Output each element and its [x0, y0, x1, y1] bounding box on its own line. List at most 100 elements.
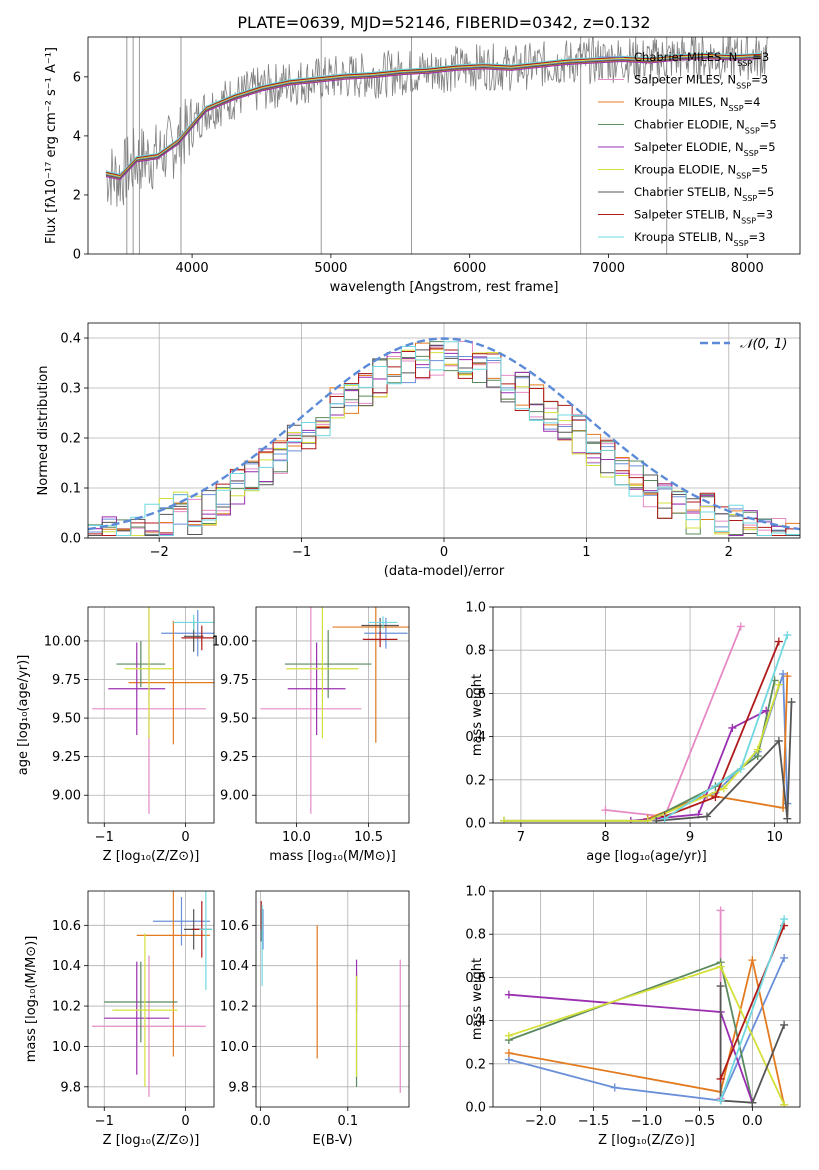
plus-marker — [783, 672, 792, 681]
x-tick-label: 5000 — [314, 261, 347, 276]
axes-frame — [87, 36, 801, 255]
mass-weight-line — [508, 957, 785, 1102]
axes-5: −1 0 9.8 10.0 10.2 10.4 10.6 Z [log₁₀(Z/Z⊙)] mas… — [24, 890, 215, 1148]
plus-marker — [736, 622, 745, 631]
x-tick-label: −1.5 — [578, 1114, 610, 1129]
x-axis-label: age [log₁₀(age/yr)] — [586, 849, 707, 864]
error-bar-point — [332, 607, 409, 743]
plus-marker — [719, 784, 728, 793]
plus-marker — [702, 812, 711, 821]
y-tick-label: 10.00 — [44, 634, 81, 649]
model-line-salpeter-stelib — [105, 53, 762, 177]
x-tick-label: 10.0 — [282, 830, 311, 845]
x-tick-label: 10 — [766, 830, 783, 845]
plot-area — [256, 891, 409, 1107]
model-line-chabrier-stelib — [105, 56, 762, 179]
legend-entry: Salpeter MILES, NSSP=3 — [634, 73, 768, 91]
x-tick-label: 0 — [440, 545, 448, 560]
plus-marker — [774, 637, 783, 646]
x-tick-label: −0.5 — [684, 1114, 716, 1129]
x-axis-label: Z [log₁₀(Z/Z⊙)] — [103, 849, 200, 864]
plus-marker — [736, 765, 745, 773]
y-tick-label: 0.8 — [465, 644, 486, 659]
axes-0: 4000 5000 6000 7000 8000 0 2 4 6 PLATE=0639, MJD=… — [44, 13, 801, 295]
legend-entry-n: =5 — [757, 185, 774, 199]
error-bar-point — [362, 631, 398, 648]
legend-entry-base: Chabrier STELIB, N — [634, 185, 742, 199]
y-tick-label: 0.6 — [465, 687, 486, 702]
plus-marker — [780, 1020, 789, 1029]
x-tick-label: 0.1 — [337, 1114, 358, 1129]
x-axis-label: Z [log₁₀(Z/Z⊙)] — [598, 1133, 695, 1148]
y-tick-label: 0.4 — [465, 730, 486, 745]
plus-marker — [610, 1083, 619, 1092]
y-tick-label: 0.8 — [465, 928, 486, 943]
error-bar-point — [104, 961, 178, 1043]
legend-entry-n: =3 — [752, 50, 769, 64]
y-tick-label: 10.6 — [52, 919, 81, 934]
model-line-chabrier-miles — [105, 55, 762, 178]
plot-content — [105, 37, 769, 254]
x-tick-label: −1 — [95, 830, 114, 845]
mass-weight-line — [508, 959, 785, 1105]
x-tick-label: 0 — [181, 830, 189, 845]
plus-marker — [716, 1074, 725, 1083]
legend-entry-base: Chabrier MILES, N — [634, 50, 737, 64]
legend-entry-sub: SSP — [742, 194, 757, 203]
chart-title: PLATE=0639, MJD=52146, FIBERID=0342, z=0… — [237, 13, 650, 32]
legend-entry-n: =3 — [751, 73, 768, 87]
plot-content — [88, 337, 800, 538]
y-tick-label: 0.2 — [465, 1057, 486, 1072]
plus-marker — [728, 723, 737, 732]
error-bar-point — [128, 620, 214, 745]
model-line-kroupa-stelib — [105, 52, 762, 175]
x-tick-label: −2.0 — [525, 1114, 557, 1129]
y-tick-label: 10.0 — [220, 1040, 249, 1055]
plus-marker — [643, 816, 652, 823]
legend-entry: Kroupa MILES, NSSP=4 — [634, 95, 760, 113]
axes-frame — [255, 606, 410, 824]
axes-frame — [87, 322, 801, 539]
plus-marker — [748, 1098, 757, 1107]
y-tick-label: 1.0 — [465, 885, 486, 900]
y-tick-label: 10.4 — [52, 959, 81, 974]
legend-entry-n: =4 — [744, 95, 761, 109]
x-tick-label: −1 — [95, 1114, 114, 1129]
model-line-kroupa-elodie — [105, 54, 762, 177]
y-tick-label: 9.75 — [52, 673, 81, 688]
legend-entry: Chabrier ELODIE, NSSP=5 — [634, 118, 777, 136]
error-bar-point — [153, 897, 210, 946]
y-tick-label: 0.3 — [60, 382, 81, 397]
error-bar-point — [260, 607, 362, 814]
x-tick-label: 8 — [601, 830, 609, 845]
plus-marker — [504, 990, 513, 999]
legend-entry-base: Salpeter MILES, N — [634, 73, 736, 87]
error-bar-point — [286, 607, 359, 739]
plus-marker — [499, 816, 508, 823]
x-axis-label: wavelength [Angstrom, rest frame] — [330, 280, 559, 295]
axes-3: 10.0 10.5 9.00 9.25 9.50 9.75 10.00 mass [log₁₀… — [212, 606, 410, 864]
plus-marker — [716, 962, 725, 971]
plot-area — [88, 607, 214, 823]
x-tick-label: 6000 — [453, 261, 486, 276]
error-bar-point — [199, 891, 213, 990]
histogram-kroupa-elodie — [88, 349, 800, 538]
y-tick-label: 9.00 — [220, 789, 249, 804]
axes-6: 0.0 0.1 9.8 10.0 10.2 10.4 10.6 E(B-V) — [220, 890, 410, 1148]
y-axis-label: Normed distribution — [36, 366, 51, 496]
legend-entry: Salpeter ELODIE, NSSP=5 — [634, 140, 776, 158]
y-tick-label: 2 — [73, 188, 81, 203]
plus-marker — [716, 982, 725, 991]
legend-entry-n: =5 — [751, 163, 768, 177]
plus-marker — [504, 1031, 513, 1040]
plot-content — [260, 607, 409, 814]
plot-content — [260, 901, 401, 1093]
error-bar-point — [104, 961, 170, 1075]
x-tick-label: −2 — [150, 545, 169, 560]
legend-entry-sub: SSP — [734, 239, 749, 248]
error-bar-point — [136, 891, 210, 1057]
legend-entry: Kroupa ELODIE, NSSP=5 — [634, 163, 768, 181]
error-bar-point — [287, 642, 346, 736]
legend-entry-sub: SSP — [741, 216, 756, 225]
